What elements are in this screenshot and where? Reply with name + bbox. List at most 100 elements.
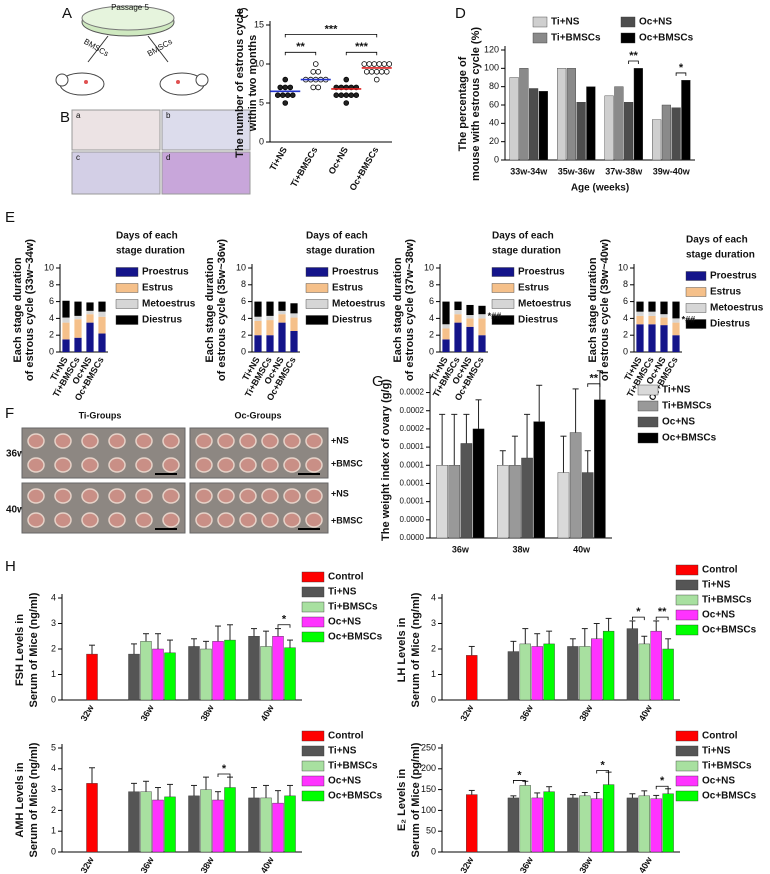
bar-segment (98, 311, 106, 317)
y-tick-label: 4 (51, 763, 56, 773)
data-point (333, 92, 340, 98)
bar (519, 785, 531, 853)
bar-segment (266, 335, 274, 352)
bar (86, 653, 98, 701)
bar-segment (98, 301, 106, 312)
image-label: d (166, 153, 170, 162)
ovary (54, 488, 72, 504)
ovary (217, 488, 235, 504)
bar-segment (254, 335, 262, 352)
legend-swatch (305, 315, 329, 325)
bar (650, 630, 662, 701)
bar (152, 799, 164, 853)
y-axis-label: Serum of Mice (ng/ml) (28, 592, 40, 707)
y-tick-label: 0 (429, 346, 434, 356)
bar-segment (648, 315, 656, 325)
bar-segment (636, 324, 644, 352)
significance: *## (488, 311, 502, 321)
bar (567, 646, 579, 701)
bar (521, 457, 533, 539)
y-tick-label: 0.0001 (400, 442, 425, 451)
significance: ** (590, 373, 599, 385)
bar (260, 797, 272, 853)
legend-swatch (115, 283, 139, 293)
bar-segment (442, 301, 450, 325)
bar-segment (466, 326, 474, 352)
y-tick-label: 6 (241, 296, 246, 306)
significance-bracket (513, 780, 526, 784)
dish-label: Passage 5 (111, 3, 149, 12)
significance-bracket (675, 72, 687, 76)
ovary (162, 457, 180, 473)
micrograph (71, 151, 161, 195)
image-label: c (76, 153, 80, 162)
legend-swatch (301, 571, 325, 583)
legend-label: Ti+BMSCs (551, 33, 601, 44)
significance: *** (325, 23, 339, 35)
legend-label: Control (702, 731, 738, 742)
y-tick-label: 0.0002 (400, 406, 425, 415)
data-point (315, 84, 322, 91)
data-point (282, 100, 289, 106)
bar-segment (290, 303, 298, 314)
ovary (261, 512, 279, 528)
y-tick-label: 4 (49, 313, 54, 323)
ovary (81, 457, 99, 473)
bar-segment (660, 301, 668, 315)
bar-segment (672, 318, 680, 323)
bar-segment (454, 310, 462, 315)
bar-segment (672, 335, 680, 352)
y-tick-label: 6 (429, 296, 434, 306)
y-tick-label: 80 (489, 81, 499, 91)
bar (604, 95, 614, 161)
arrow (87, 35, 109, 63)
bar (557, 472, 570, 539)
legend-label: Proestrus (710, 271, 757, 282)
ovary (135, 488, 153, 504)
bar-segment (74, 319, 82, 338)
bar (638, 795, 650, 853)
y-tick-label: 6 (623, 296, 628, 306)
significance-bracket (596, 770, 609, 774)
bar-segment (62, 339, 70, 352)
legend-swatch (675, 760, 699, 772)
bar (507, 651, 520, 701)
bar (86, 783, 98, 853)
bar (260, 646, 272, 701)
bar-segment (466, 315, 474, 319)
y-tick-label: 3 (431, 618, 436, 628)
bar (497, 465, 509, 539)
ovary (261, 433, 279, 449)
ovary (27, 433, 45, 449)
bar-segment (648, 324, 656, 352)
ovary (283, 457, 301, 473)
bar-segment (266, 320, 274, 336)
ovary (162, 433, 180, 449)
bar (224, 787, 236, 853)
legend-swatch (685, 287, 707, 297)
bar (579, 646, 591, 701)
legend-swatch (115, 315, 139, 325)
bar-segment (74, 337, 82, 352)
legend-title: Days of each (306, 231, 368, 242)
bar-segment (672, 322, 680, 336)
legend-swatch (620, 32, 636, 44)
legend-swatch (301, 760, 325, 772)
y-tick-label: 10 (424, 262, 434, 272)
bar (652, 119, 662, 161)
significance-bracket (655, 785, 669, 790)
mouse-head (55, 73, 69, 87)
mouse-head (195, 73, 209, 87)
ovary (239, 457, 257, 473)
bar (576, 102, 586, 161)
photo (189, 482, 329, 534)
bar-segment (648, 311, 656, 316)
y-axis-label: Serum of Mice (ng/ml) (410, 592, 422, 707)
data-point (315, 69, 322, 75)
significance-bracket (277, 624, 291, 628)
ovary (27, 512, 45, 528)
data-point (386, 61, 393, 67)
data-point (277, 84, 284, 91)
legend-label: Oc+NS (639, 17, 672, 28)
